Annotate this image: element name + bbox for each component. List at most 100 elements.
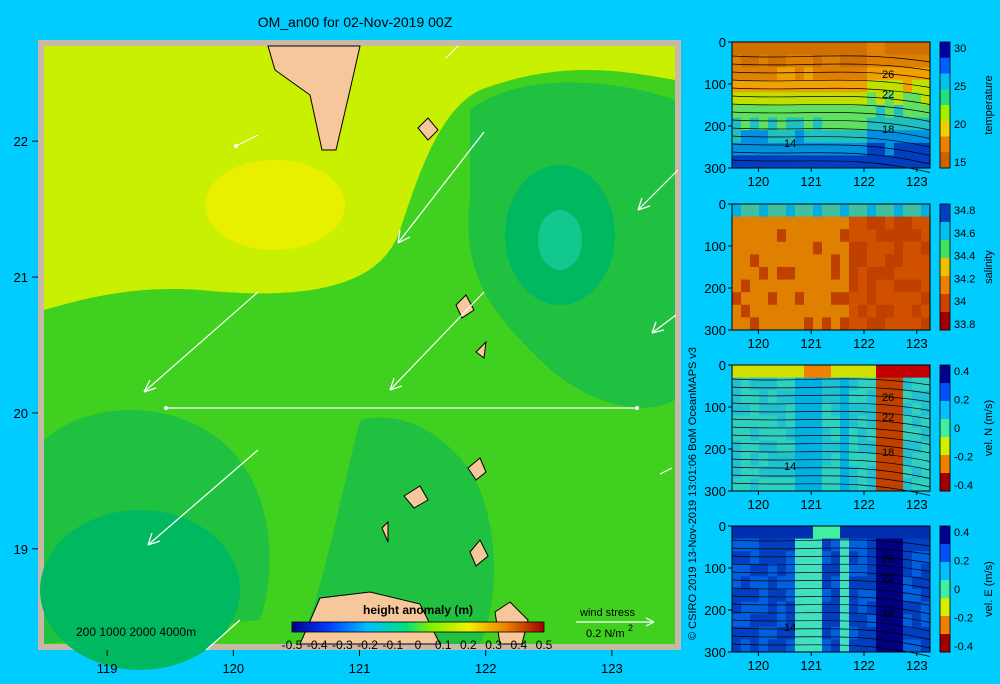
bathymetry-legend: 200 1000 2000 4000m (76, 625, 196, 639)
colorbar-segment (940, 240, 950, 259)
x-tick-label: 122 (475, 661, 497, 676)
y-tick-label: 22 (14, 134, 28, 149)
wind-legend-value: 0.2 N/m (586, 628, 625, 640)
colorbar-segment (940, 42, 950, 59)
section-frame (731, 364, 931, 492)
x-tick-label: 120 (222, 661, 244, 676)
colorbar-segment (940, 598, 950, 617)
colorbar-frame (939, 41, 951, 169)
colorbar-tick-label: 0.1 (435, 638, 452, 652)
colorbar-segment (940, 383, 950, 402)
section-field (732, 526, 931, 653)
colorbar-segment (940, 120, 950, 137)
wind-arrow (637, 169, 679, 211)
x-tick-label: 121 (800, 174, 822, 189)
land-islet (403, 485, 429, 509)
field-core-ne (538, 210, 582, 270)
y-tick-label: 200 (704, 119, 726, 134)
contour-line (731, 555, 931, 564)
colorbar-tick-label: 0.4 (954, 527, 969, 539)
colorbar-segment (940, 152, 950, 169)
land-north (267, 45, 361, 151)
colorbar-tick-label: 34.4 (954, 251, 975, 263)
colorbar-segment (940, 616, 950, 635)
colorbar-label: salinity (983, 250, 995, 284)
y-tick-label: 19 (14, 542, 28, 557)
colorbar-segment (940, 294, 950, 313)
section-contours (731, 55, 931, 173)
section-contours (731, 539, 931, 657)
x-tick-label: 119 (97, 661, 118, 676)
colorbar-tick-label: -0.4 (307, 638, 328, 652)
contour-line (731, 458, 931, 471)
contour-line (731, 434, 931, 445)
field-low-s (300, 417, 494, 644)
contour-line (731, 87, 931, 97)
colorbar-tick-label: 30 (954, 43, 966, 55)
contour-line (731, 79, 931, 88)
colorbar-tick-label: -0.1 (382, 638, 403, 652)
contour-line (731, 103, 931, 114)
salinity-section: 0 100 200 300 120 121 122 123 34.8 34.6 34.4 34.2 34… (704, 197, 995, 351)
y-tick-label: 300 (704, 645, 726, 660)
map-field (40, 45, 675, 670)
land-islet (475, 340, 487, 359)
colorbar-tick-label: 0.4 (510, 638, 527, 652)
chart-title: OM_an00 for 02-Nov-2019 00Z (257, 14, 453, 30)
section-frame (731, 525, 931, 653)
field-min-sw (40, 510, 240, 670)
colorbar-segment (940, 258, 950, 277)
wind-arrow (235, 134, 259, 147)
contour-line (731, 386, 931, 394)
colorbar-tick-label: 34 (954, 296, 966, 308)
contour-line (731, 426, 931, 437)
wind-arrow (205, 619, 241, 651)
colorbar-segment (940, 57, 950, 74)
colorbar-tick-label: 0.4 (954, 366, 969, 378)
height-colorbar (291, 621, 545, 633)
section-field (732, 204, 931, 331)
y-tick-label: 200 (704, 442, 726, 457)
contour-line (731, 418, 931, 428)
colorbar-label: vel. N (m/s) (983, 400, 995, 456)
contour-line (731, 378, 931, 386)
contour-line (731, 587, 931, 598)
x-tick-label: 123 (601, 661, 623, 676)
contour-label: 22 (882, 573, 894, 585)
colorbar-segment (940, 136, 950, 153)
y-tick-label: 300 (704, 161, 726, 176)
colorbar-tick-label: -0.4 (954, 480, 973, 492)
wind-arrow (659, 467, 673, 475)
contour-line (731, 159, 931, 173)
x-tick-label: 120 (748, 497, 770, 512)
colorbar-segment (940, 544, 950, 563)
temperature-section: 26 22 18 14 0 100 200 300 120 121 122 123 30 25 20 15 te… (704, 35, 995, 189)
y-tick-label: 100 (704, 561, 726, 576)
y-tick-label: 300 (704, 323, 726, 338)
wind-arrow (389, 291, 485, 391)
wind-arrow (143, 291, 259, 393)
contour-line (731, 547, 931, 555)
wind-legend-label: wind stress (579, 607, 636, 619)
colorbar-segment (940, 526, 950, 545)
contour-label: 18 (882, 447, 894, 459)
contour-line (731, 151, 931, 165)
y-tick-label: 100 (704, 400, 726, 415)
colorbar-tick-label: 0.2 (954, 395, 969, 407)
section-contours (731, 378, 931, 496)
contour-label: 14 (784, 622, 796, 634)
land-islet (417, 117, 439, 141)
contour-label: 22 (882, 89, 894, 101)
x-tick-label: 120 (748, 658, 770, 673)
contour-label: 18 (882, 124, 894, 136)
wind-arrow (445, 45, 459, 59)
contour-label: 26 (882, 392, 894, 404)
colorbar-label: height anomaly (m) (363, 603, 473, 617)
contour-line (731, 595, 931, 606)
contour-label: 14 (784, 461, 796, 473)
x-tick-label: 123 (906, 658, 928, 673)
colorbar-tick-label: 20 (954, 119, 966, 131)
y-tick-label: 0 (719, 519, 726, 534)
colorbar-segment (940, 89, 950, 106)
